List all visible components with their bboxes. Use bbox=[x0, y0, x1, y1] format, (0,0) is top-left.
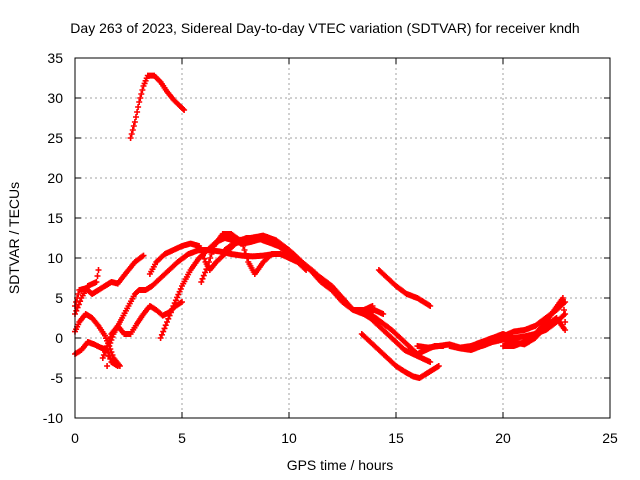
x-tick-label: 10 bbox=[281, 430, 297, 446]
y-tick-label: 30 bbox=[47, 90, 63, 106]
x-axis-label: GPS time / hours bbox=[287, 457, 394, 473]
plot-frame bbox=[74, 57, 611, 419]
x-tick-label: 15 bbox=[388, 430, 404, 446]
y-tick-label: 5 bbox=[55, 290, 63, 306]
y-axis-label: SDTVAR / TECUs bbox=[6, 182, 22, 294]
x-tick-label: 25 bbox=[602, 430, 618, 446]
y-tick-label: 25 bbox=[47, 130, 63, 146]
x-tick-label: 5 bbox=[178, 430, 186, 446]
plus-markers bbox=[358, 331, 442, 381]
series-arc-n bbox=[375, 267, 434, 309]
plus-markers bbox=[375, 267, 434, 309]
y-tick-label: -5 bbox=[51, 370, 64, 386]
data-points bbox=[72, 72, 569, 381]
y-tick-label: 0 bbox=[55, 330, 63, 346]
plus-markers bbox=[221, 232, 318, 276]
series-arc-m bbox=[358, 331, 442, 381]
y-tick-label: 20 bbox=[47, 170, 63, 186]
series-arc-j bbox=[221, 232, 318, 276]
plus-markers bbox=[127, 72, 188, 141]
x-tick-label: 20 bbox=[495, 430, 511, 446]
chart-title: Day 263 of 2023, Sidereal Day-to-day VTE… bbox=[70, 20, 579, 36]
x-tick-label: 0 bbox=[71, 430, 79, 446]
y-tick-label: 15 bbox=[47, 210, 63, 226]
y-tick-label: 10 bbox=[47, 250, 63, 266]
y-tick-label: -10 bbox=[43, 410, 63, 426]
series-arc-peak bbox=[127, 72, 188, 141]
y-tick-label: 35 bbox=[47, 50, 63, 66]
series-arc-r bbox=[500, 295, 569, 349]
plus-markers bbox=[500, 295, 569, 349]
